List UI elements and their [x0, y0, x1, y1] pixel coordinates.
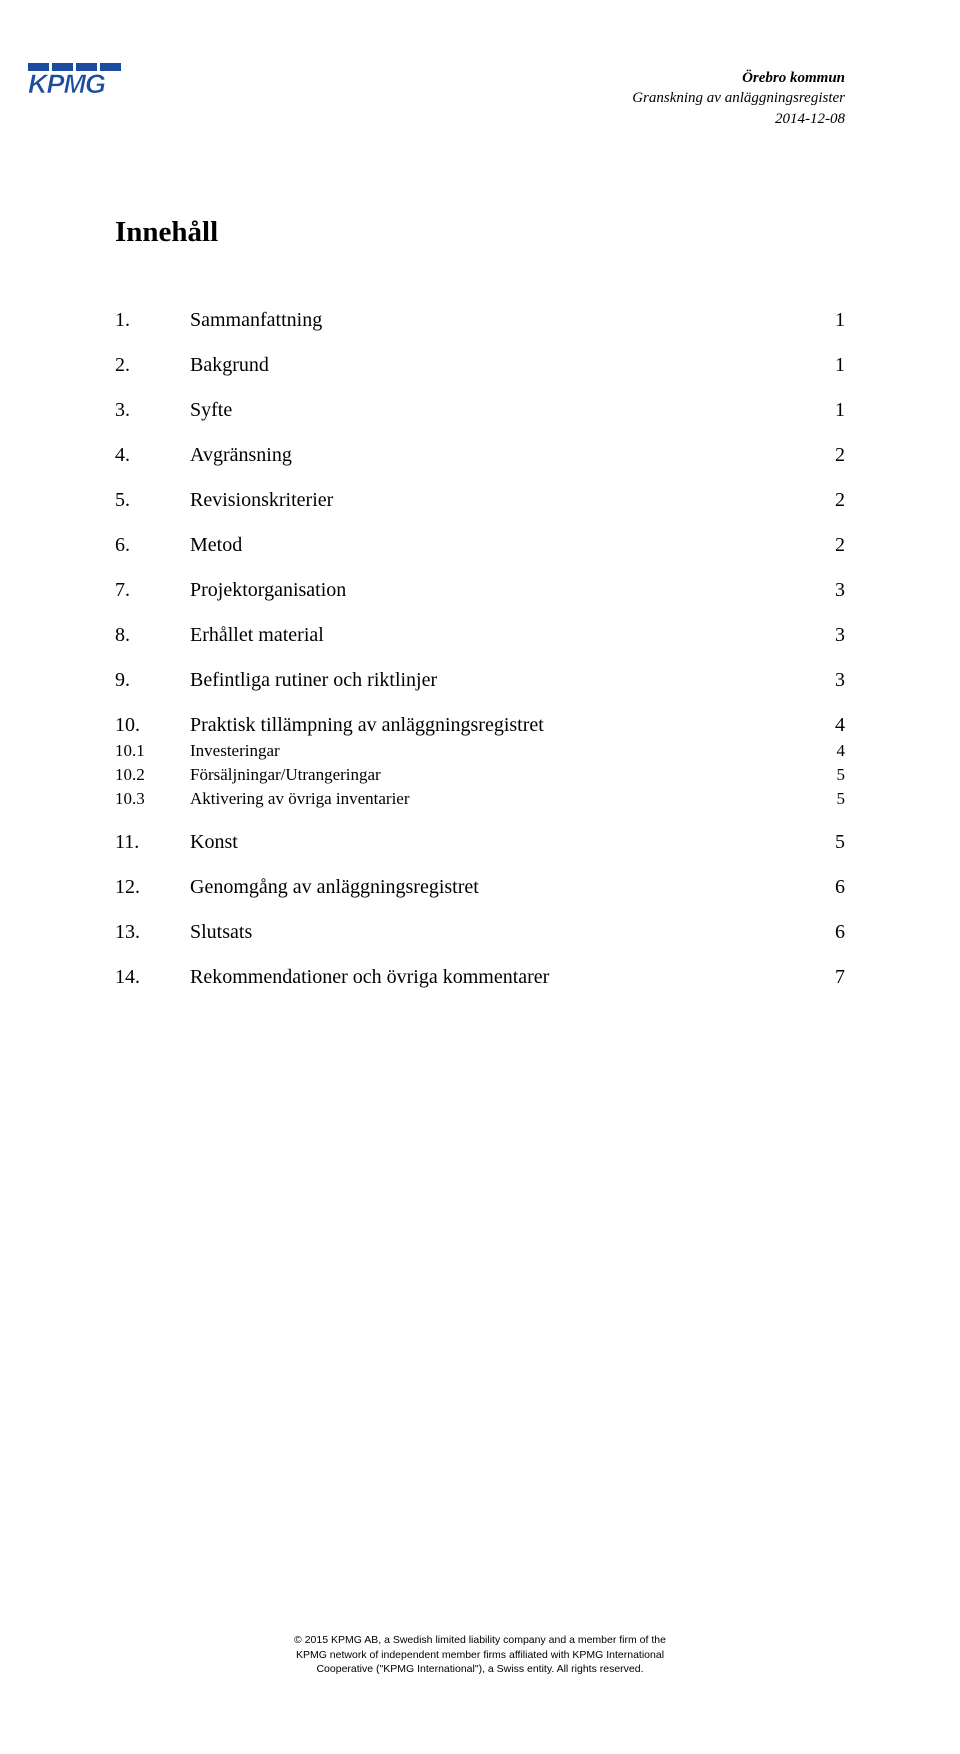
toc-page: 2 — [805, 489, 845, 512]
toc-page: 4 — [805, 714, 845, 737]
toc-row: 11. Konst 5 — [115, 831, 845, 854]
table-of-contents: 1. Sammanfattning 1 2. Bakgrund 1 3. Syf… — [115, 309, 845, 989]
toc-page: 6 — [805, 921, 845, 944]
toc-left: 10. Praktisk tillämpning av anläggningsr… — [115, 714, 544, 737]
toc-page: 2 — [805, 534, 845, 557]
page-container: KPMG Örebro kommun Granskning av anläggn… — [0, 0, 960, 1754]
toc-row: 7. Projektorganisation 3 — [115, 579, 845, 602]
toc-number: 3. — [115, 399, 190, 422]
toc-label: Sammanfattning — [190, 309, 322, 332]
toc-label: Konst — [190, 831, 238, 854]
header-block: Örebro kommun Granskning av anläggningsr… — [632, 68, 845, 129]
toc-row: 3. Syfte 1 — [115, 399, 845, 422]
toc-left: 2. Bakgrund — [115, 354, 269, 377]
toc-page: 1 — [805, 309, 845, 332]
toc-left: 7. Projektorganisation — [115, 579, 346, 602]
toc-label: Syfte — [190, 399, 232, 422]
footer-line: KPMG network of independent member firms… — [0, 1648, 960, 1662]
toc-page: 5 — [805, 789, 845, 809]
toc-number: 13. — [115, 921, 190, 944]
toc-label: Metod — [190, 534, 242, 557]
toc-number: 12. — [115, 876, 190, 899]
toc-left: 10.2 Försäljningar/Utrangeringar — [115, 765, 381, 785]
toc-page: 5 — [805, 831, 845, 854]
toc-page: 2 — [805, 444, 845, 467]
toc-label: Befintliga rutiner och riktlinjer — [190, 669, 437, 692]
toc-page: 3 — [805, 624, 845, 647]
toc-label: Avgränsning — [190, 444, 292, 467]
toc-number: 1. — [115, 309, 190, 332]
toc-row: 14. Rekommendationer och övriga kommenta… — [115, 966, 845, 989]
toc-left: 3. Syfte — [115, 399, 232, 422]
toc-page: 4 — [805, 741, 845, 761]
toc-row: 10. Praktisk tillämpning av anläggningsr… — [115, 714, 845, 737]
toc-left: 9. Befintliga rutiner och riktlinjer — [115, 669, 437, 692]
header-org: Örebro kommun — [632, 68, 845, 88]
footer-line: © 2015 KPMG AB, a Swedish limited liabil… — [0, 1633, 960, 1647]
toc-left: 12. Genomgång av anläggningsregistret — [115, 876, 479, 899]
toc-number: 10.3 — [115, 789, 190, 809]
toc-label: Genomgång av anläggningsregistret — [190, 876, 479, 899]
toc-left: 8. Erhållet material — [115, 624, 324, 647]
toc-number: 10.1 — [115, 741, 190, 761]
header-subtitle: Granskning av anläggningsregister — [632, 88, 845, 108]
toc-number: 10. — [115, 714, 190, 737]
toc-row-sub: 10.2 Försäljningar/Utrangeringar 5 — [115, 765, 845, 785]
toc-row: 13. Slutsats 6 — [115, 921, 845, 944]
toc-label: Försäljningar/Utrangeringar — [190, 765, 381, 785]
footer-line: Cooperative ("KPMG International"), a Sw… — [0, 1662, 960, 1676]
toc-page: 3 — [805, 669, 845, 692]
kpmg-logo: KPMG — [28, 60, 123, 100]
toc-number: 7. — [115, 579, 190, 602]
toc-row: 2. Bakgrund 1 — [115, 354, 845, 377]
toc-number: 6. — [115, 534, 190, 557]
toc-left: 10.3 Aktivering av övriga inventarier — [115, 789, 410, 809]
toc-number: 14. — [115, 966, 190, 989]
toc-page: 5 — [805, 765, 845, 785]
toc-left: 10.1 Investeringar — [115, 741, 280, 761]
page-title: Innehåll — [115, 216, 845, 249]
kpmg-logo-icon: KPMG — [28, 60, 123, 100]
toc-number: 9. — [115, 669, 190, 692]
toc-left: 11. Konst — [115, 831, 238, 854]
svg-text:KPMG: KPMG — [28, 69, 106, 99]
toc-number: 10.2 — [115, 765, 190, 785]
toc-label: Slutsats — [190, 921, 252, 944]
toc-label: Bakgrund — [190, 354, 269, 377]
toc-row: 4. Avgränsning 2 — [115, 444, 845, 467]
toc-label: Aktivering av övriga inventarier — [190, 789, 410, 809]
toc-row: 12. Genomgång av anläggningsregistret 6 — [115, 876, 845, 899]
toc-page: 1 — [805, 399, 845, 422]
toc-page: 6 — [805, 876, 845, 899]
toc-number: 8. — [115, 624, 190, 647]
toc-number: 11. — [115, 831, 190, 854]
toc-label: Praktisk tillämpning av anläggningsregis… — [190, 714, 544, 737]
footer-copyright: © 2015 KPMG AB, a Swedish limited liabil… — [0, 1633, 960, 1676]
toc-row: 6. Metod 2 — [115, 534, 845, 557]
toc-label: Investeringar — [190, 741, 280, 761]
toc-label: Rekommendationer och övriga kommentarer — [190, 966, 549, 989]
toc-left: 13. Slutsats — [115, 921, 252, 944]
toc-row: 5. Revisionskriterier 2 — [115, 489, 845, 512]
toc-left: 14. Rekommendationer och övriga kommenta… — [115, 966, 549, 989]
toc-label: Revisionskriterier — [190, 489, 333, 512]
toc-left: 5. Revisionskriterier — [115, 489, 333, 512]
toc-number: 4. — [115, 444, 190, 467]
toc-row: 8. Erhållet material 3 — [115, 624, 845, 647]
toc-label: Projektorganisation — [190, 579, 346, 602]
toc-row-sub: 10.3 Aktivering av övriga inventarier 5 — [115, 789, 845, 809]
toc-row-sub: 10.1 Investeringar 4 — [115, 741, 845, 761]
toc-page: 3 — [805, 579, 845, 602]
toc-left: 1. Sammanfattning — [115, 309, 322, 332]
toc-left: 6. Metod — [115, 534, 242, 557]
toc-page: 7 — [805, 966, 845, 989]
toc-row: 9. Befintliga rutiner och riktlinjer 3 — [115, 669, 845, 692]
toc-number: 2. — [115, 354, 190, 377]
toc-left: 4. Avgränsning — [115, 444, 292, 467]
toc-row: 1. Sammanfattning 1 — [115, 309, 845, 332]
toc-page: 1 — [805, 354, 845, 377]
toc-label: Erhållet material — [190, 624, 324, 647]
toc-number: 5. — [115, 489, 190, 512]
header-date: 2014-12-08 — [632, 109, 845, 129]
